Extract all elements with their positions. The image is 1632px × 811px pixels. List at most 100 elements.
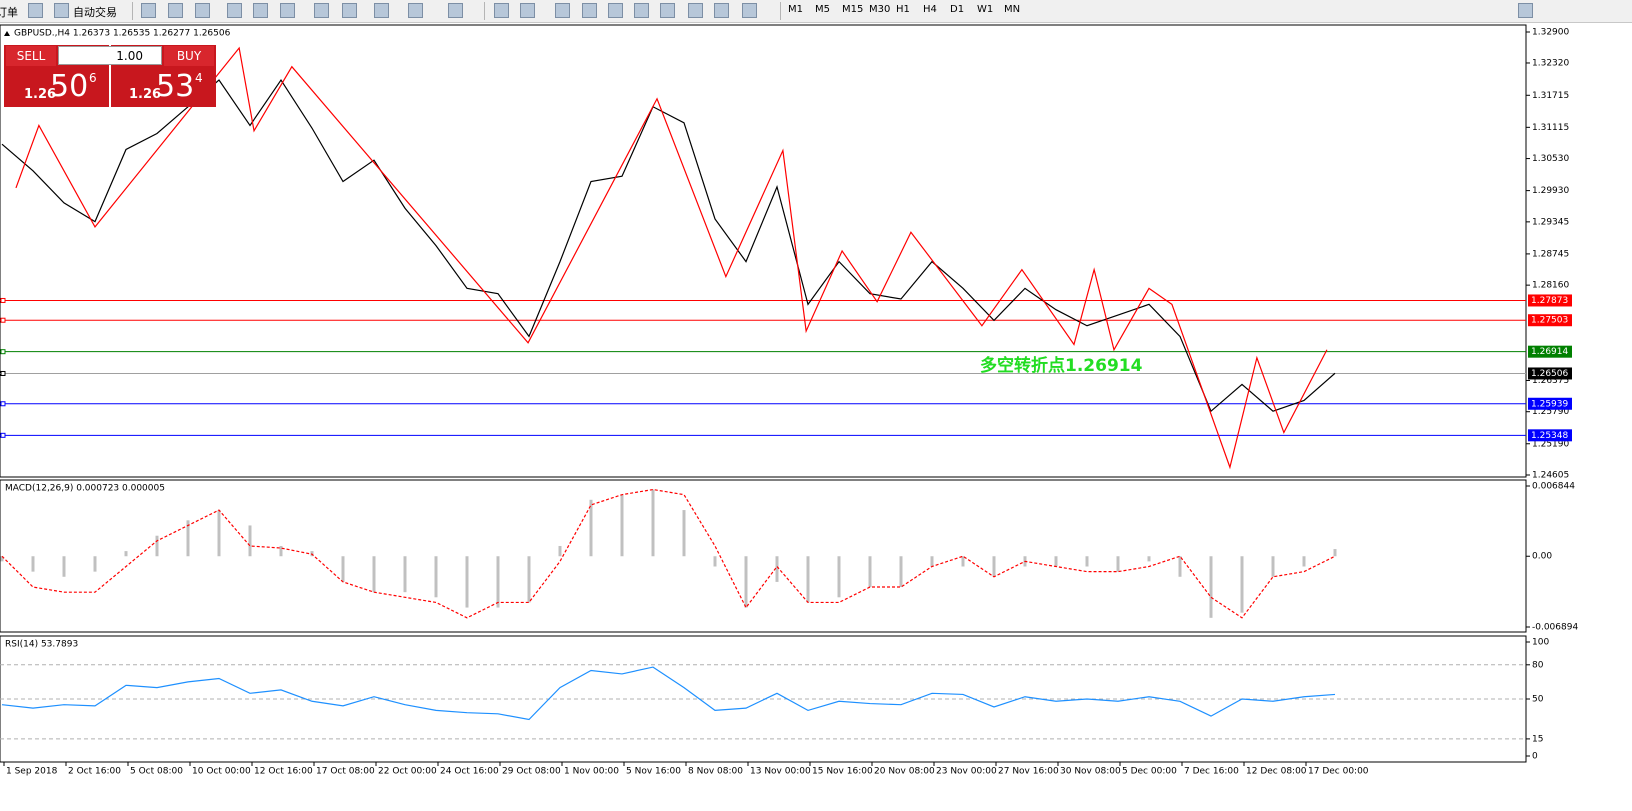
icon[interactable] — [168, 3, 183, 18]
ask-fraction: 4 — [195, 71, 203, 85]
series-line — [1, 666, 1336, 721]
timeframe-button[interactable]: M30 — [869, 4, 891, 15]
icon[interactable] — [520, 3, 535, 18]
sell-button[interactable]: SELL — [6, 46, 56, 66]
x-tick-label: 22 Oct 00:00 — [378, 767, 437, 777]
icon[interactable] — [688, 3, 703, 18]
y-tick-label: 1.32900 — [1532, 28, 1569, 38]
x-tick-label: 7 Dec 16:00 — [1184, 767, 1239, 777]
icon[interactable] — [582, 3, 597, 18]
x-tick-label: 12 Oct 16:00 — [254, 767, 313, 777]
level-label: 1.27503 — [1531, 316, 1568, 326]
icon[interactable] — [634, 3, 649, 18]
y-tick-label: 0.006844 — [1532, 482, 1575, 492]
level-handle — [0, 401, 6, 407]
search-icon[interactable] — [1518, 3, 1533, 18]
x-tick-label: 17 Oct 08:00 — [316, 767, 375, 777]
macd-frame — [0, 479, 1527, 633]
annotation: 多空转折点1.26914 — [980, 355, 1143, 376]
y-tick-label: 1.30530 — [1532, 154, 1569, 164]
x-tick-label: 5 Nov 16:00 — [626, 767, 681, 777]
icon[interactable] — [227, 3, 242, 18]
y-tick-label: 1.26375 — [1532, 376, 1569, 386]
x-tick-label: 24 Oct 16:00 — [440, 767, 499, 777]
panel-title: MACD(12,26,9) 0.000723 0.000005 — [5, 484, 165, 494]
icon[interactable] — [608, 3, 623, 18]
x-tick-label: 17 Dec 00:00 — [1308, 767, 1369, 777]
auto-trading-button[interactable]: 自动交易 — [73, 6, 117, 19]
panel-title: RSI(14) 53.7893 — [5, 640, 78, 650]
separator — [484, 2, 485, 20]
main-frame — [0, 24, 1527, 478]
x-tick-label: 23 Nov 00:00 — [936, 767, 997, 777]
icon[interactable] — [742, 3, 757, 18]
icon[interactable] — [555, 3, 570, 18]
series-line — [1, 488, 1336, 619]
x-tick-label: 10 Oct 00:00 — [192, 767, 251, 777]
level-label-box — [1528, 314, 1572, 327]
level-label: 1.26914 — [1531, 347, 1568, 357]
panel-title: GBPUSD.,H4 1.26373 1.26535 1.26277 1.265… — [14, 29, 231, 39]
icon[interactable] — [494, 3, 509, 18]
y-tick-label: 1.31115 — [1532, 123, 1569, 133]
lots-input[interactable]: 1.00 — [58, 46, 162, 65]
x-tick-label: 27 Nov 16:00 — [998, 767, 1059, 777]
icon[interactable] — [314, 3, 329, 18]
y-tick-label: 1.29930 — [1532, 186, 1569, 196]
x-tick-label: 1 Nov 00:00 — [564, 767, 619, 777]
timeframe-button[interactable]: W1 — [977, 4, 994, 15]
timeframe-button[interactable]: H1 — [896, 4, 910, 15]
separator — [780, 2, 781, 20]
y-tick-label: 15 — [1532, 734, 1543, 744]
y-tick-label: 1.24605 — [1532, 471, 1569, 481]
level-label-box — [1528, 397, 1572, 410]
toolbar: 订单 自动交易 M1 M5 M15 M30 H1 H4 D1 W1 MN — [0, 0, 1632, 23]
icon[interactable] — [660, 3, 675, 18]
x-tick-label: 15 Nov 16:00 — [812, 767, 873, 777]
x-tick-label: 12 Dec 08:00 — [1246, 767, 1307, 777]
x-tick-label: 1 Sep 2018 — [6, 767, 58, 777]
timeframe-button[interactable]: M15 — [842, 4, 864, 15]
buy-button[interactable]: BUY — [164, 46, 214, 66]
level-handle — [0, 349, 6, 355]
timeframe-button[interactable]: MN — [1004, 4, 1021, 15]
y-tick-label: 50 — [1532, 695, 1544, 705]
level-handle — [0, 297, 6, 303]
y-tick-label: 80 — [1532, 660, 1544, 670]
series-line — [15, 46, 1328, 470]
timeframe-button[interactable]: H4 — [923, 4, 937, 15]
order-menu[interactable]: 订单 — [0, 6, 18, 19]
icon[interactable] — [408, 3, 423, 18]
level-handle — [0, 370, 6, 376]
y-tick-label: 1.28160 — [1532, 281, 1569, 291]
timeframe-button[interactable]: D1 — [950, 4, 965, 15]
icon[interactable] — [714, 3, 729, 18]
icon[interactable] — [374, 3, 389, 18]
separator — [132, 2, 133, 20]
x-tick-label: 13 Nov 00:00 — [750, 767, 811, 777]
icon[interactable] — [141, 3, 156, 18]
icon[interactable] — [342, 3, 357, 18]
x-tick-label: 5 Dec 00:00 — [1122, 767, 1177, 777]
y-tick-label: 1.28745 — [1532, 249, 1569, 259]
trade-panel: SELL 1.00 BUY 1.26 50 6 1.26 53 4 — [4, 45, 216, 107]
x-tick-label: 30 Nov 08:00 — [1060, 767, 1121, 777]
icon[interactable] — [195, 3, 210, 18]
icon[interactable] — [28, 3, 43, 18]
ask-big-figure: 1.26 — [129, 87, 162, 102]
icon[interactable] — [54, 3, 69, 18]
icon[interactable] — [253, 3, 268, 18]
icon[interactable] — [280, 3, 295, 18]
level-label-box — [1528, 429, 1572, 442]
timeframe-button[interactable]: M1 — [788, 4, 803, 15]
timeframe-button[interactable]: M5 — [815, 4, 830, 15]
x-tick-label: 5 Oct 08:00 — [130, 767, 183, 777]
ask-pips: 53 — [156, 69, 195, 104]
y-tick-label: 0.00 — [1532, 552, 1552, 562]
icon[interactable] — [448, 3, 463, 18]
bid-fraction: 6 — [89, 71, 97, 85]
y-tick-label: 1.25790 — [1532, 407, 1569, 417]
level-label-box — [1528, 345, 1572, 358]
level-label: 1.25939 — [1531, 399, 1568, 409]
